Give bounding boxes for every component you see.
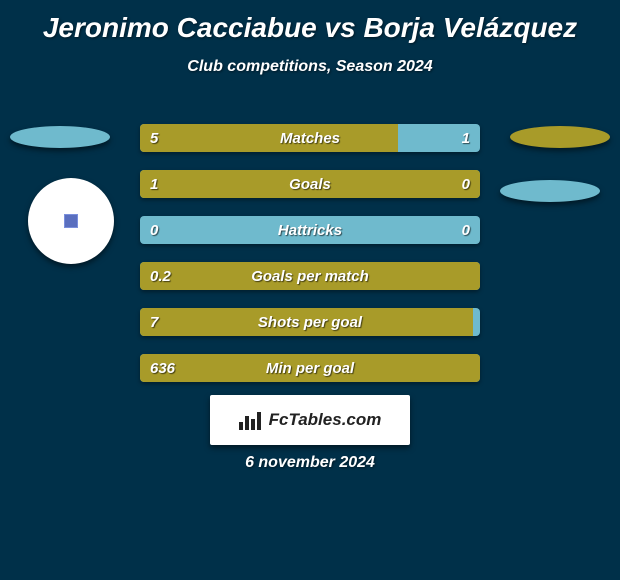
- stat-label: Hattricks: [140, 216, 480, 244]
- stat-bar: 0Hattricks0: [140, 216, 480, 244]
- stat-bar: 0.2Goals per match: [140, 262, 480, 290]
- player-avatar-placeholder: [28, 178, 114, 264]
- stat-value-right: 0: [462, 170, 470, 198]
- stat-label: Min per goal: [140, 354, 480, 382]
- stat-value-right: 1: [462, 124, 470, 152]
- stat-bar: 7Shots per goal: [140, 308, 480, 336]
- stat-label: Shots per goal: [140, 308, 480, 336]
- stats-bars-area: 5Matches11Goals00Hattricks00.2Goals per …: [140, 124, 480, 400]
- stat-bar: 636Min per goal: [140, 354, 480, 382]
- player-right-ellipse-top: [510, 126, 610, 148]
- stat-bar: 5Matches1: [140, 124, 480, 152]
- stat-label: Matches: [140, 124, 480, 152]
- stat-label: Goals: [140, 170, 480, 198]
- player-right-ellipse-bottom: [500, 180, 600, 202]
- stat-bar: 1Goals0: [140, 170, 480, 198]
- date-text: 6 november 2024: [0, 454, 620, 472]
- player-left-ellipse: [10, 126, 110, 148]
- fctables-logo-icon: [239, 410, 263, 430]
- page-title: Jeronimo Cacciabue vs Borja Velázquez: [0, 0, 620, 44]
- stat-label: Goals per match: [140, 262, 480, 290]
- fctables-badge: FcTables.com: [210, 395, 410, 445]
- fctables-brand-text: FcTables.com: [269, 410, 382, 430]
- page-subtitle: Club competitions, Season 2024: [0, 58, 620, 76]
- stat-value-right: 0: [462, 216, 470, 244]
- avatar-placeholder-icon: [64, 214, 78, 228]
